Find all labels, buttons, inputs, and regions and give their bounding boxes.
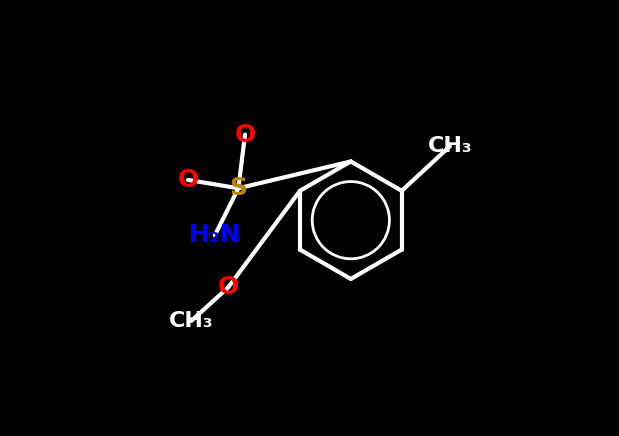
Text: H₂N: H₂N	[188, 223, 241, 247]
Text: O: O	[235, 123, 256, 146]
Text: O: O	[218, 275, 239, 300]
Text: CH₃: CH₃	[169, 311, 214, 331]
Text: S: S	[230, 176, 248, 200]
Text: O: O	[178, 168, 199, 192]
Text: CH₃: CH₃	[428, 136, 472, 157]
